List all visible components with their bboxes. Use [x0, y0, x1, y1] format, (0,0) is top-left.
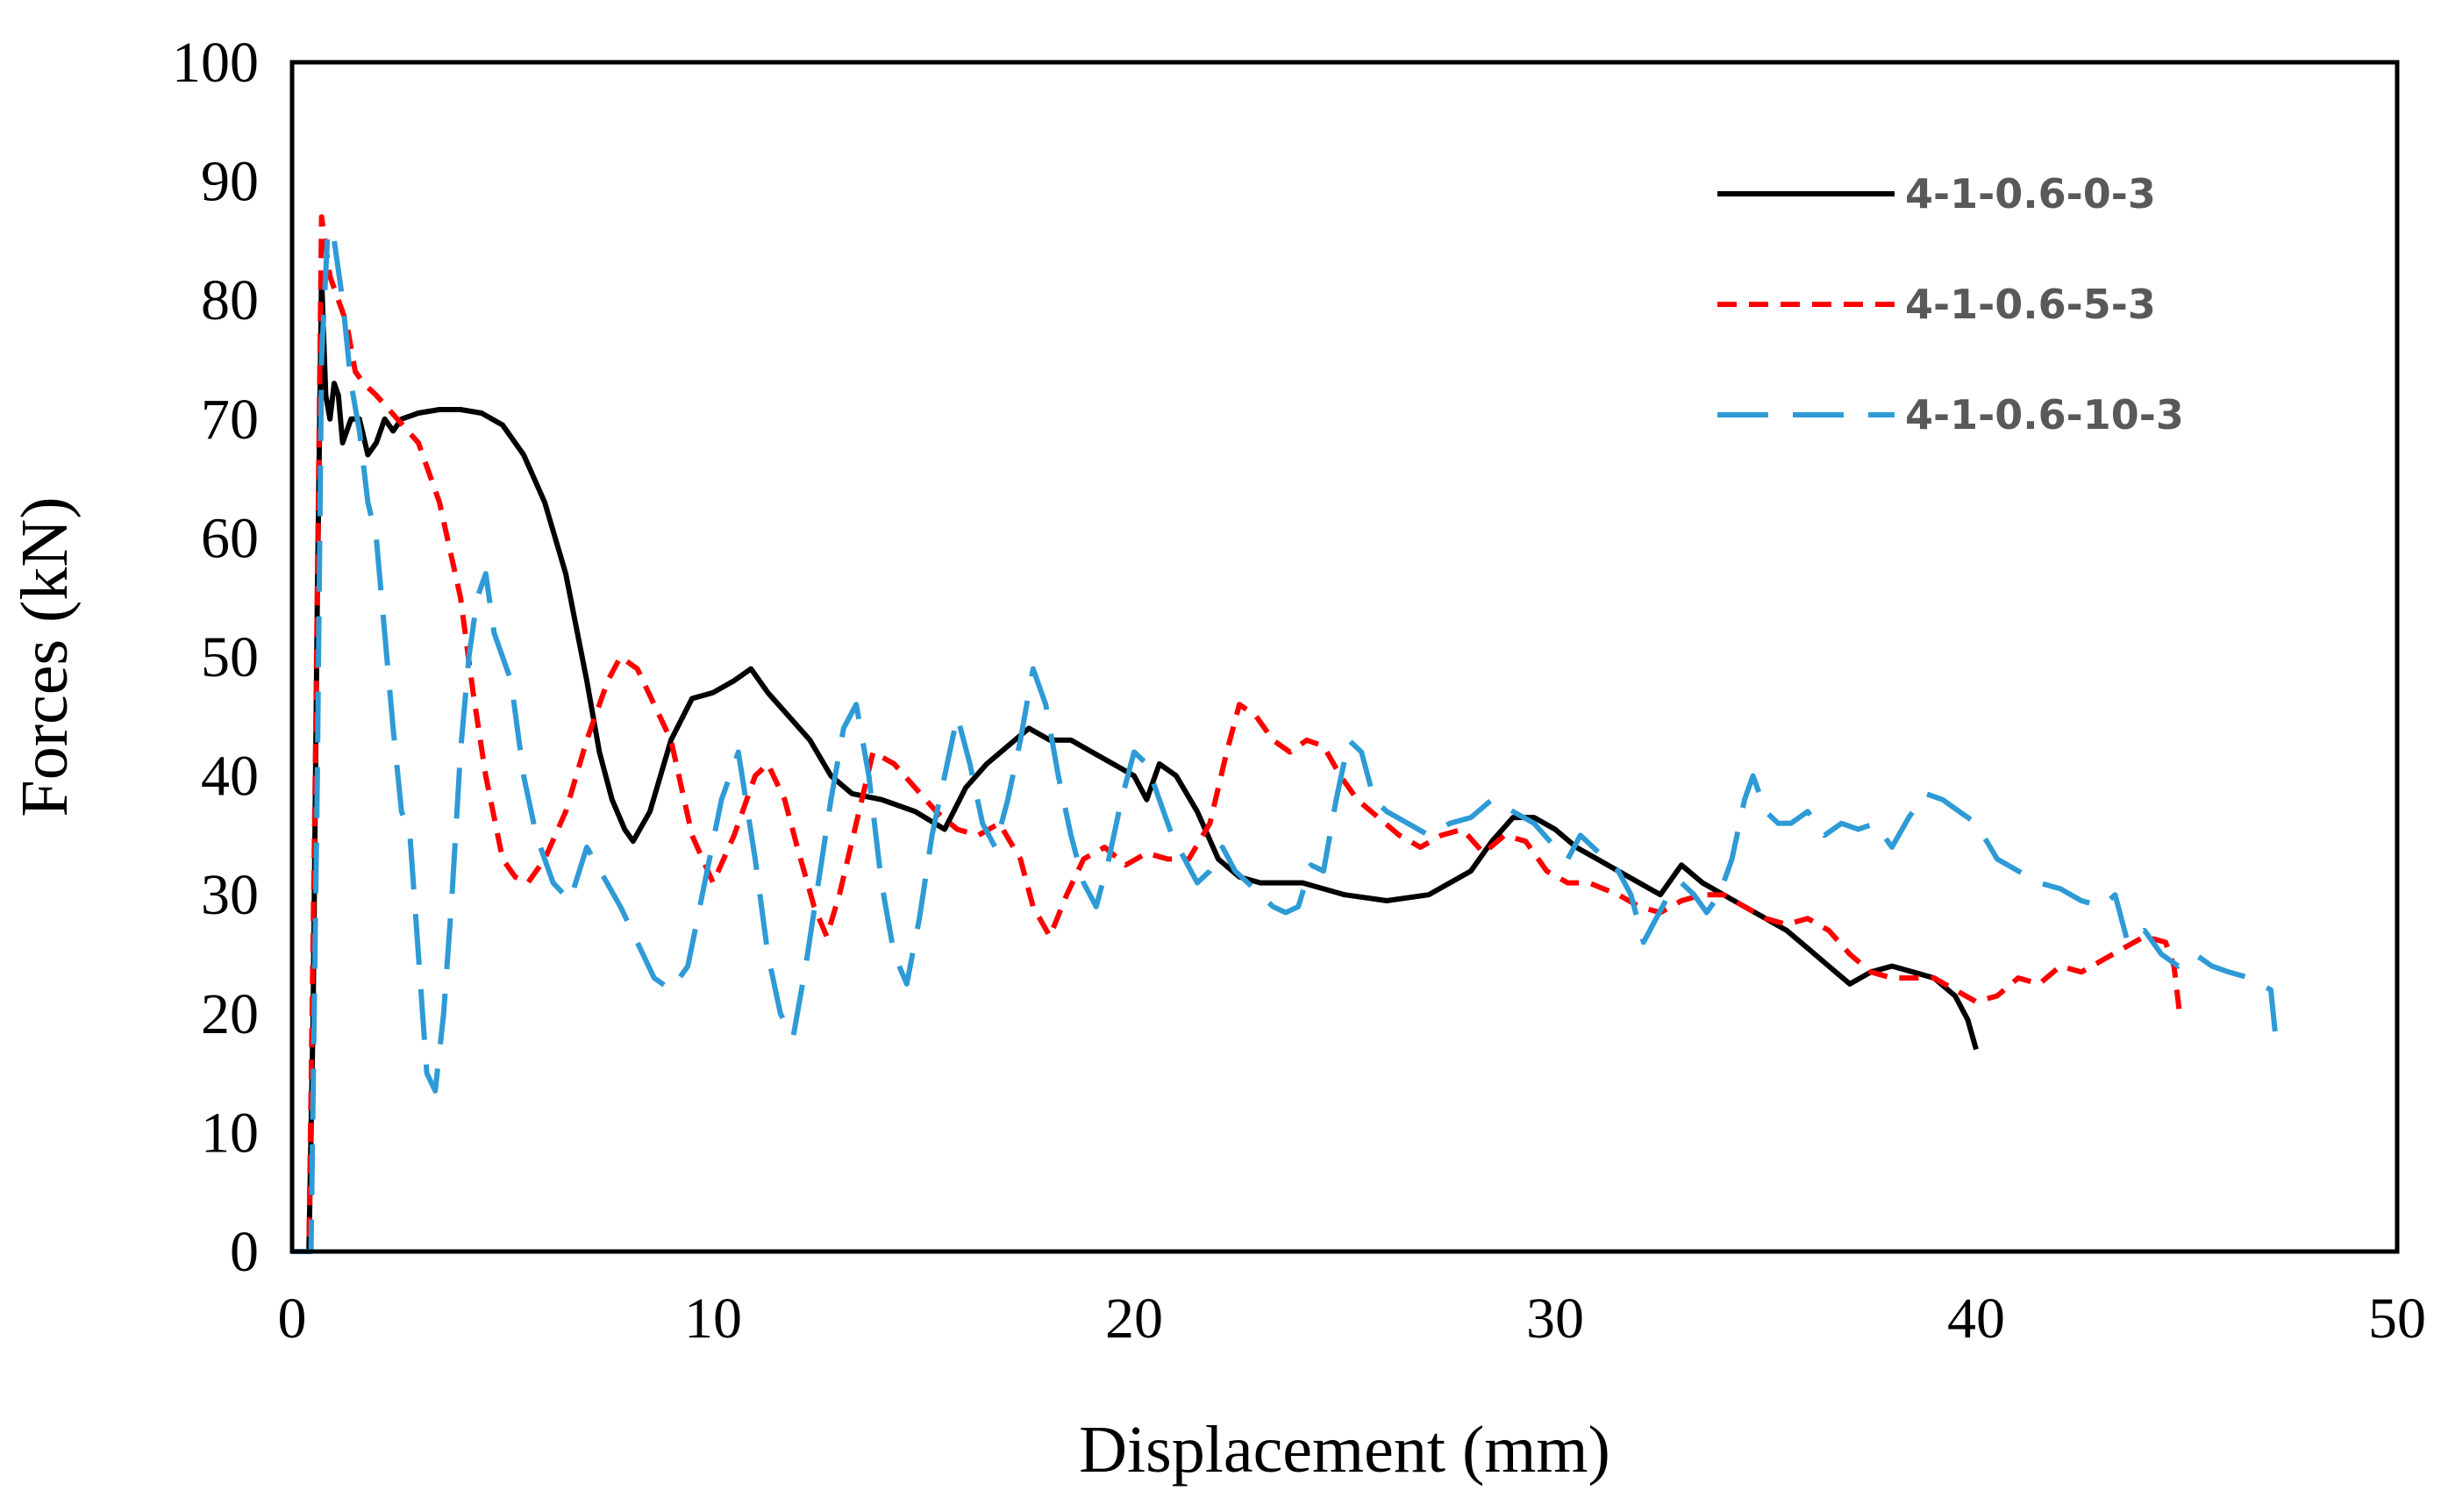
x-tick-label: 20	[1105, 1287, 1163, 1351]
x-tick-label: 10	[684, 1287, 742, 1351]
y-tick-label: 70	[201, 388, 259, 452]
y-tick-label: 60	[201, 506, 259, 570]
y-tick-label: 50	[201, 625, 259, 689]
legend-label-2: 4-1-0.6-5-3	[1905, 281, 2156, 328]
y-tick-label: 100	[172, 31, 259, 95]
series-line-3	[292, 225, 2278, 1254]
legend: 4-1-0.6-0-3 4-1-0.6-5-3 4-1-0.6-10-3	[1717, 170, 2184, 439]
x-axis-title: Displacement (mm)	[1079, 1413, 1610, 1487]
y-tick-label: 0	[230, 1220, 259, 1284]
x-tick-label: 50	[2368, 1287, 2426, 1351]
series-line-1	[292, 274, 1979, 1254]
x-axis-ticks: 0 10 20 30 40 50	[278, 1287, 2427, 1351]
x-tick-label: 40	[1947, 1287, 2005, 1351]
y-tick-label: 80	[201, 268, 259, 332]
y-tick-label: 20	[201, 982, 259, 1046]
x-tick-label: 30	[1526, 1287, 1584, 1351]
y-axis-title: Forces (kN)	[8, 496, 82, 817]
series-layer	[292, 214, 2278, 1254]
y-tick-label: 90	[201, 150, 259, 214]
y-axis-ticks: 0 10 20 30 40 50 60 70 80 90 100	[172, 31, 259, 1284]
x-tick-label: 0	[278, 1287, 307, 1351]
y-tick-label: 40	[201, 745, 259, 809]
legend-label-3: 4-1-0.6-10-3	[1905, 391, 2184, 439]
y-tick-label: 10	[201, 1101, 259, 1165]
legend-label-1: 4-1-0.6-0-3	[1905, 170, 2156, 218]
y-tick-label: 30	[201, 863, 259, 927]
plot-area-border	[289, 60, 2400, 1254]
